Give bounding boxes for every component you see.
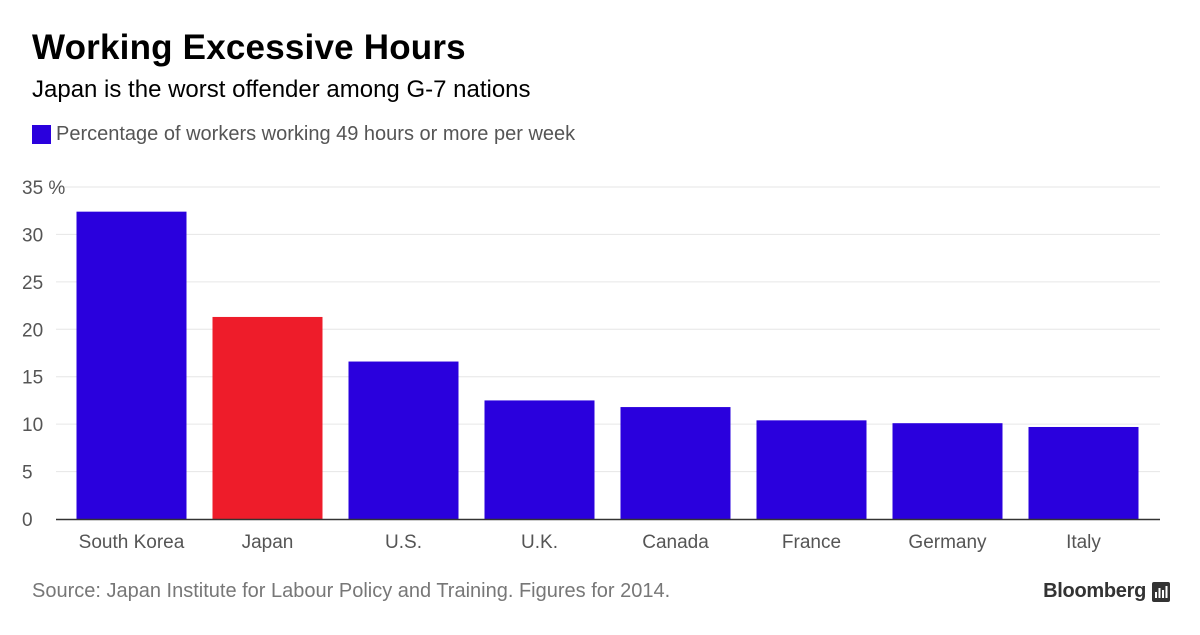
bloomberg-terminal-icon [1152,581,1170,602]
y-tick-label: 5 [22,463,33,484]
bar-canada [620,407,731,519]
x-tick-label: Canada [642,532,709,553]
y-tick-label: 20 [22,320,43,341]
bars [76,211,1139,520]
y-tick-label: 30 [22,225,43,246]
source-note: Source: Japan Institute for Labour Polic… [32,580,671,602]
legend-label: Percentage of workers working 49 hours o… [56,122,576,145]
legend-swatch [32,124,51,144]
x-tick-label: Italy [1066,532,1101,553]
y-tick-label: 25 [22,273,43,294]
x-tick-label: South Korea [79,532,185,553]
y-tick-label: 10 [22,415,43,436]
x-tick-label: Germany [908,532,987,553]
x-tick-label: France [782,532,841,553]
brand-logo: Bloomberg [1043,580,1170,603]
y-tick-label: 15 [22,368,43,389]
bar-germany [892,423,1003,519]
x-tick-label: Japan [242,532,294,553]
brand-name: Bloomberg [1043,580,1146,602]
bar-south-korea [76,211,187,520]
legend: Percentage of workers working 49 hours o… [32,123,575,145]
bar-france [756,420,867,519]
x-tick-label: U.K. [521,532,558,553]
bar-italy [1028,426,1139,519]
y-tick-label: 35 % [22,178,65,199]
y-axis-tick-labels: 0 5 10 15 20 25 30 35 % [22,178,65,531]
x-axis-tick-labels: South Korea Japan U.S. U.K. Canada France Germ… [79,532,1102,553]
bar-japan [212,316,323,519]
chart-subtitle: Japan is the worst offender among G-7 na… [32,76,531,103]
chart-title: Working Excessive Hours [32,28,466,67]
x-tick-label: U.S. [385,532,422,553]
bar-u-s [348,361,459,519]
y-tick-label: 0 [22,510,33,531]
bar-u-k [484,400,595,519]
